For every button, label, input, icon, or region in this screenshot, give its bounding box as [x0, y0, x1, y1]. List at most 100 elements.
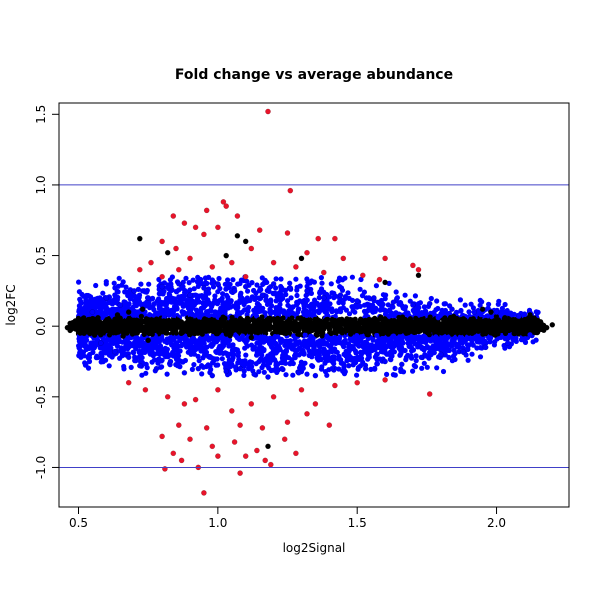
data-point-cloud — [263, 297, 269, 303]
data-point-cloud — [310, 313, 316, 319]
data-point-cloud — [136, 295, 142, 301]
data-point-black — [248, 334, 255, 341]
data-point-black — [398, 319, 405, 325]
data-point-cloud — [304, 283, 310, 289]
data-point-cloud — [169, 352, 176, 358]
data-point-cloud — [295, 306, 301, 313]
data-point-cloud — [413, 353, 419, 359]
data-point-cloud — [77, 348, 83, 354]
data-point-cloud — [278, 292, 284, 298]
data-point-blue — [125, 354, 132, 361]
data-point-cloud — [114, 339, 120, 345]
data-point-cloud — [203, 363, 210, 370]
data-point-cloud — [424, 353, 430, 359]
data-point-cloud — [522, 311, 528, 317]
data-point-cloud — [466, 309, 472, 315]
data-point-cloud — [135, 286, 141, 292]
data-point-cloud — [413, 358, 419, 364]
data-point-cloud — [243, 352, 249, 358]
data-point-cloud — [281, 349, 287, 355]
data-point-cloud — [359, 333, 365, 339]
data-point-cloud — [477, 354, 484, 360]
data-point-band — [483, 317, 489, 323]
data-point-band — [229, 314, 235, 320]
data-point-cloud — [189, 351, 195, 357]
data-point-cloud — [254, 301, 260, 307]
data-point-cloud — [109, 339, 115, 345]
data-point-black — [451, 320, 458, 327]
data-point-cloud — [294, 341, 300, 347]
data-point-cloud — [168, 287, 175, 293]
data-point-cloud — [95, 302, 102, 308]
data-point-cloud — [272, 357, 278, 363]
data-point-cloud — [302, 360, 308, 366]
data-point-cloud — [282, 287, 289, 293]
data-point-cloud — [304, 276, 310, 282]
data-point-cloud — [184, 344, 190, 350]
data-point-band — [372, 327, 378, 334]
data-point-cloud — [237, 336, 243, 342]
data-point-band — [389, 318, 395, 324]
data-point-cloud — [485, 305, 491, 311]
data-point-cloud — [498, 309, 505, 315]
data-point-cloud — [456, 341, 462, 347]
data-point-cloud — [359, 355, 365, 361]
data-point-cloud — [324, 341, 330, 347]
data-point-cloud — [346, 311, 353, 317]
data-point-cloud — [291, 333, 297, 339]
data-point-blue — [117, 302, 124, 308]
data-point-black — [242, 238, 249, 245]
data-point-cloud — [136, 299, 142, 305]
data-point-cloud — [412, 364, 419, 370]
data-point-cloud — [188, 299, 195, 305]
data-point-cloud — [208, 366, 214, 373]
data-point-blue — [131, 288, 137, 294]
data-point-band — [412, 319, 418, 325]
data-point-cloud — [283, 338, 289, 344]
data-point-cloud — [276, 296, 282, 302]
data-point-black — [365, 331, 372, 338]
data-point-cloud — [403, 357, 409, 363]
data-point-cloud — [349, 297, 356, 303]
data-point-cloud — [372, 365, 378, 371]
data-point-cloud — [111, 309, 117, 315]
data-point-cloud — [337, 284, 343, 290]
data-point-cloud — [293, 276, 299, 282]
data-point-cloud — [268, 342, 274, 348]
data-point-cloud — [311, 345, 317, 351]
data-point-cloud — [294, 302, 300, 308]
data-point-band — [131, 318, 137, 324]
data-point-band — [286, 330, 292, 336]
data-point-cloud — [314, 300, 320, 306]
data-point-cloud — [413, 334, 419, 340]
data-point-cloud — [79, 291, 85, 297]
data-point-band — [380, 330, 386, 337]
data-point-black — [75, 328, 82, 335]
data-point-band — [106, 332, 113, 338]
data-point-cloud — [155, 360, 161, 366]
data-point-black — [81, 330, 87, 337]
data-point-band — [312, 316, 318, 323]
data-point-black — [131, 323, 137, 330]
data-point-band — [299, 321, 305, 327]
data-point-cloud — [150, 335, 156, 341]
data-point-cloud — [397, 300, 403, 306]
data-point-band — [97, 327, 103, 333]
data-point-blue — [103, 295, 110, 301]
data-point-cloud — [321, 289, 327, 295]
data-point-cloud — [374, 357, 380, 363]
data-point-cloud — [438, 312, 444, 318]
data-point-cloud — [177, 300, 183, 306]
data-point-cloud — [82, 343, 88, 349]
data-point-cloud — [183, 275, 189, 281]
data-point-cloud — [258, 305, 264, 311]
data-point-cloud — [142, 342, 148, 348]
data-point-cloud — [328, 281, 334, 287]
data-point-cloud — [273, 285, 279, 291]
data-point-cloud — [367, 296, 373, 302]
data-point-cloud — [84, 310, 90, 316]
data-point-band — [480, 331, 486, 337]
data-point-band — [316, 318, 322, 324]
data-point-cloud — [410, 347, 417, 353]
data-point-band — [466, 321, 472, 327]
